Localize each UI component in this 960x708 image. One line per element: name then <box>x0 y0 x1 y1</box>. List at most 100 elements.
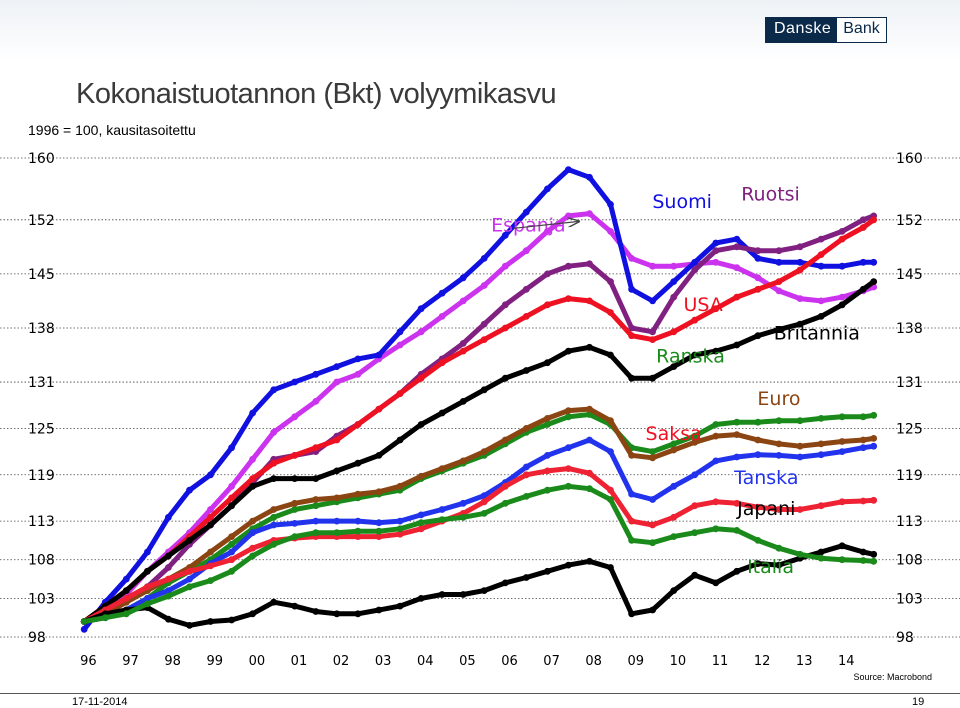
point-usa-24 <box>586 343 593 351</box>
point-britannia-20 <box>501 324 509 332</box>
point-usa-12 <box>333 467 341 475</box>
point-euro-6 <box>207 548 214 556</box>
point-saksa-17 <box>438 506 446 513</box>
point-saksa-38 <box>870 442 878 450</box>
point-ranska-37 <box>859 413 867 421</box>
point-euro-31 <box>733 431 741 438</box>
point-japani-19 <box>480 587 488 594</box>
point-euro-38 <box>870 435 878 442</box>
point-espanja-34 <box>796 295 804 302</box>
point-italia-31 <box>733 527 741 534</box>
y-tick-right-108: 108 <box>896 553 923 569</box>
point-euro-32 <box>754 436 762 444</box>
point-espanja-23 <box>565 212 572 220</box>
y-tick-right-103: 103 <box>896 591 923 607</box>
point-espanja-11 <box>312 398 320 405</box>
page-title: Kokonaistuotannon (Bkt) volyymikasvu <box>76 78 557 110</box>
point-suomi-10 <box>291 378 299 386</box>
point-tanska-26 <box>628 517 635 525</box>
point-tanska-23 <box>565 465 572 472</box>
point-euro-27 <box>649 454 656 462</box>
point-ruotsi-24 <box>586 260 593 268</box>
point-espanja-32 <box>754 274 762 282</box>
point-suomi-11 <box>312 370 320 378</box>
point-suomi-17 <box>438 289 446 297</box>
point-saksa-28 <box>670 482 678 490</box>
point-tanska-20 <box>501 482 509 490</box>
point-britannia-10 <box>291 452 299 459</box>
point-britannia-36 <box>838 235 846 243</box>
point-usa-36 <box>838 301 846 309</box>
point-saksa-4 <box>165 587 172 594</box>
point-euro-10 <box>291 499 299 507</box>
point-japani-33 <box>775 561 783 569</box>
y-tick-left-145: 145 <box>28 267 55 283</box>
point-euro-35 <box>817 440 825 448</box>
point-suomi-36 <box>838 262 846 270</box>
point-suomi-19 <box>480 255 488 262</box>
point-espanja-10 <box>291 413 299 421</box>
point-suomi-3 <box>144 548 151 556</box>
point-saksa-25 <box>607 448 614 455</box>
series-usa <box>80 278 878 625</box>
point-saksa-3 <box>144 595 151 602</box>
point-japani-17 <box>438 591 446 598</box>
y-tick-left-119: 119 <box>28 468 55 484</box>
grid-layer <box>0 157 960 638</box>
y-tick-left-160: 160 <box>28 151 55 167</box>
logo-part-danske: Danske <box>766 18 838 42</box>
point-usa-21 <box>522 367 530 374</box>
point-suomi-0 <box>80 625 88 633</box>
y-tick-right-160: 160 <box>896 151 923 167</box>
point-saksa-33 <box>775 452 783 459</box>
point-usa-13 <box>354 459 362 467</box>
y-tick-left-98: 98 <box>28 630 46 646</box>
y-tick-right-113: 113 <box>896 514 923 530</box>
point-britannia-26 <box>628 332 635 340</box>
point-euro-20 <box>501 436 509 444</box>
x-tick-10: 10 <box>670 654 687 669</box>
point-japani-36 <box>838 542 846 550</box>
point-ranska-11 <box>312 502 320 510</box>
point-euro-24 <box>586 405 593 413</box>
point-britannia-25 <box>607 309 614 316</box>
y-tick-right-98: 98 <box>896 630 914 646</box>
point-tanska-25 <box>607 486 614 494</box>
point-britannia-37 <box>859 224 867 231</box>
point-britannia-13 <box>354 421 362 428</box>
point-japani-38 <box>870 550 878 558</box>
point-britannia-35 <box>817 251 825 258</box>
x-tick-97: 97 <box>122 654 139 669</box>
point-japani-15 <box>396 602 404 610</box>
point-italia-20 <box>501 499 509 507</box>
point-japani-20 <box>501 579 509 587</box>
point-ruotsi-27 <box>649 328 656 336</box>
x-tick-07: 07 <box>543 654 560 669</box>
point-suomi-33 <box>775 258 783 266</box>
point-espanja-17 <box>438 313 446 320</box>
footer-bar <box>0 693 960 708</box>
point-tanska-31 <box>733 499 741 507</box>
point-ranska-22 <box>544 421 551 428</box>
point-usa-32 <box>754 332 762 340</box>
x-tick-11: 11 <box>712 654 729 669</box>
label-ranska: Ranska <box>656 346 725 368</box>
y-tick-left-131: 131 <box>28 375 55 391</box>
point-usa-17 <box>438 409 446 417</box>
point-espanja-20 <box>501 262 509 270</box>
point-britannia-29 <box>691 316 699 324</box>
point-espanja-7 <box>228 482 236 490</box>
point-usa-14 <box>375 452 383 459</box>
point-tanska-27 <box>649 521 656 529</box>
point-euro-29 <box>691 438 699 446</box>
point-japani-25 <box>607 564 614 571</box>
point-japani-13 <box>354 610 362 618</box>
point-suomi-15 <box>396 328 404 336</box>
x-tick-00: 00 <box>249 654 266 669</box>
point-euro-18 <box>459 457 467 465</box>
point-usa-22 <box>544 359 551 367</box>
point-italia-33 <box>775 544 783 552</box>
point-espanja-31 <box>733 264 741 272</box>
point-ruotsi-21 <box>522 285 530 293</box>
